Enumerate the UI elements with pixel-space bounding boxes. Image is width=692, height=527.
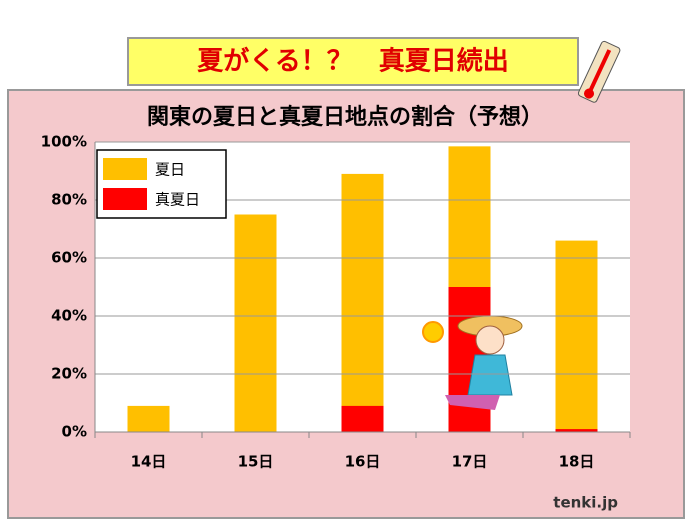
thermometer (577, 40, 621, 103)
girl-illustration (445, 315, 523, 410)
credit: tenki.jp (553, 494, 618, 512)
legend-label: 夏日 (155, 161, 185, 179)
x-tick-label: 16日 (345, 453, 381, 471)
bar (234, 214, 277, 432)
y-tick-label: 0% (62, 423, 87, 441)
x-tick-label: 18日 (559, 453, 595, 471)
legend-swatch (103, 188, 147, 210)
chart-title: 関東の夏日と真夏日地点の割合（予想） (147, 104, 543, 130)
y-tick-label: 100% (41, 133, 87, 151)
sun-icon (422, 321, 444, 343)
y-tick-label: 80% (51, 191, 87, 209)
x-tick-label: 14日 (131, 453, 167, 471)
bar (555, 429, 598, 432)
legend-label: 真夏日 (155, 191, 200, 209)
banner: 夏がくる！？ 真夏日続出 (197, 46, 508, 77)
bar (341, 173, 384, 432)
banner-box (127, 37, 579, 86)
legend-swatch (103, 158, 147, 180)
y-tick-label: 40% (51, 307, 87, 325)
x-tick-label: 17日 (452, 453, 488, 471)
y-tick-label: 60% (51, 249, 87, 267)
bar (341, 405, 384, 432)
x-tick-label: 15日 (238, 453, 274, 471)
y-tick-label: 20% (51, 365, 87, 383)
bar (127, 405, 170, 432)
bar (555, 240, 598, 432)
